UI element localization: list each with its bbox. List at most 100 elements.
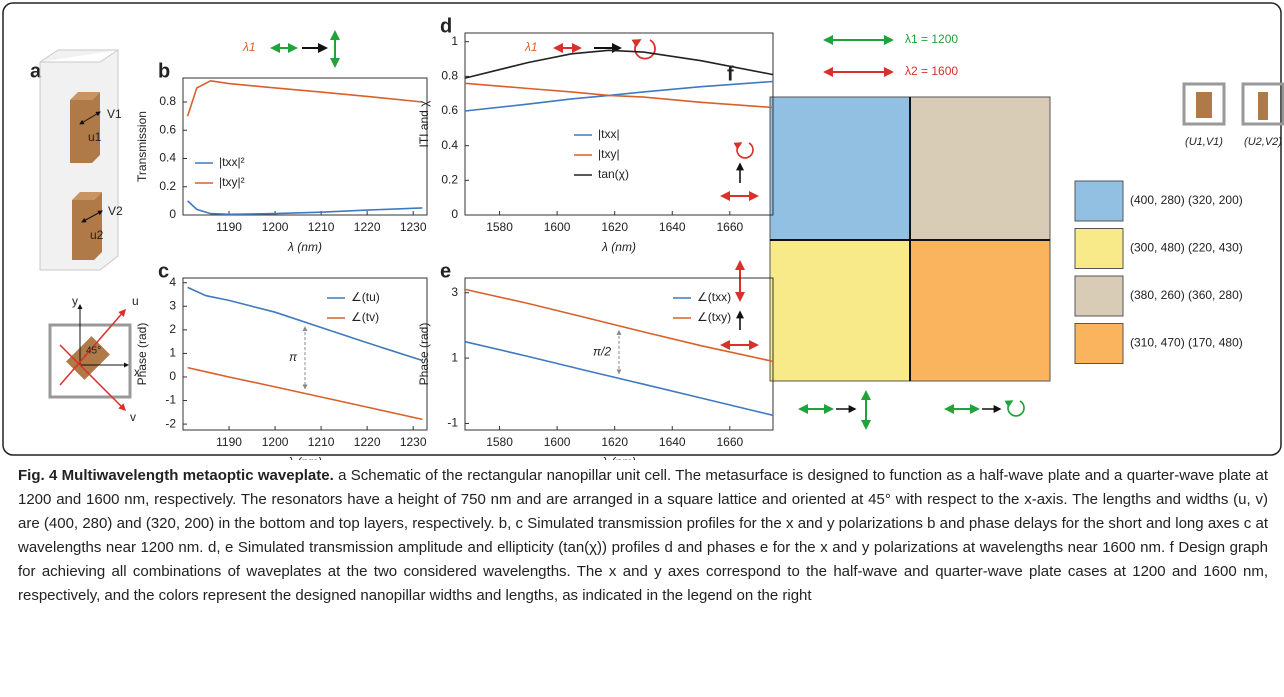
- caption-title: Fig. 4 Multiwavelength metaoptic wavepla…: [18, 467, 334, 484]
- design-cell: [770, 240, 910, 381]
- panel-letter: b: [158, 60, 170, 82]
- legend-label: |txy|²: [219, 175, 245, 189]
- x-tick-label: 1660: [716, 220, 743, 234]
- series-line: [188, 81, 423, 116]
- y-tick-label: 1: [451, 350, 458, 364]
- legend-label: (400, 280) (320, 200): [1130, 193, 1243, 207]
- y-tick-label: 0: [169, 369, 176, 383]
- y-tick-label: 4: [169, 275, 176, 289]
- dimension-label: V1: [107, 107, 122, 121]
- x-axis-label: λ (nm): [287, 455, 322, 460]
- x-axis-label: λ (nm): [601, 240, 636, 254]
- y-axis-label: Phase (rad): [417, 323, 431, 386]
- panel-a: a u1 V1 u2 V2 y u x v 45°: [30, 50, 140, 424]
- pol-circle: [737, 143, 753, 158]
- design-cell: [770, 97, 910, 240]
- x-tick-label: 1220: [354, 220, 381, 234]
- legend-label: (310, 470) (170, 480): [1130, 336, 1243, 350]
- dimension-label: u1: [88, 130, 102, 144]
- pillar: [70, 92, 100, 163]
- figure: a u1 V1 u2 V2 y u x v 45° f λ1 = 120: [0, 0, 1284, 460]
- legend-swatch: [1075, 324, 1123, 364]
- annotation: π: [289, 350, 298, 364]
- pol-circle: [1008, 401, 1024, 416]
- y-tick-label: -1: [447, 416, 458, 430]
- x-tick-label: 1600: [544, 435, 571, 449]
- panel-letter: e: [440, 260, 451, 282]
- y-tick-label: 0: [169, 207, 176, 221]
- x-axis-label: λ (nm): [601, 455, 636, 460]
- annotation: π/2: [593, 344, 611, 358]
- x-tick-label: 1660: [716, 435, 743, 449]
- y-tick-label: 0.2: [441, 173, 458, 187]
- y-axis-label: ITI and χ: [417, 100, 431, 148]
- unit-pillar: [1196, 92, 1212, 118]
- plot-frame: [465, 33, 773, 215]
- y-tick-label: 0.8: [159, 94, 176, 108]
- legend-label: ∠(txx): [697, 290, 731, 304]
- y-tick-label: 1: [169, 346, 176, 360]
- axis-label: v: [130, 410, 136, 424]
- x-tick-label: 1210: [308, 220, 335, 234]
- y-tick-label: 0.2: [159, 179, 176, 193]
- wavelength-label: λ2 = 1600: [905, 64, 958, 78]
- unit-label: (U1,V1): [1185, 136, 1223, 148]
- axis-label: u: [132, 294, 139, 308]
- y-axis-label: Phase (rad): [135, 323, 149, 386]
- pol-circle: [635, 40, 655, 59]
- legend-swatch: [1075, 181, 1123, 221]
- y-tick-label: -2: [165, 416, 176, 430]
- dimension-label: V2: [108, 204, 123, 218]
- legend-label: (300, 480) (220, 430): [1130, 241, 1243, 255]
- x-tick-label: 1580: [486, 435, 513, 449]
- design-cell: [910, 240, 1050, 381]
- y-axis-label: Transmission: [135, 111, 149, 182]
- series-line: [188, 368, 423, 420]
- dimension-label: u2: [90, 228, 104, 242]
- y-tick-label: 3: [451, 285, 458, 299]
- panel-letter: c: [158, 260, 169, 282]
- x-tick-label: 1640: [659, 435, 686, 449]
- page: {"chart_data": [ {"type": "line", "panel…: [0, 0, 1284, 697]
- y-tick-label: 0.4: [441, 138, 458, 152]
- legend-swatch: [1075, 276, 1123, 316]
- legend-label: |txx|²: [219, 155, 245, 169]
- x-axis-label: λ (nm): [287, 240, 322, 254]
- caption-body: a Schematic of the rectangular nanopilla…: [18, 467, 1268, 604]
- x-tick-label: 1200: [262, 220, 289, 234]
- legend-label: |txy|: [598, 147, 620, 161]
- axis-label: y: [72, 294, 78, 308]
- x-tick-label: 1640: [659, 220, 686, 234]
- x-tick-label: 1230: [400, 220, 427, 234]
- x-tick-label: 1190: [216, 220, 242, 234]
- x-tick-label: 1210: [308, 435, 335, 449]
- design-cell: [910, 97, 1050, 240]
- x-tick-label: 1200: [262, 435, 289, 449]
- y-tick-label: 0: [451, 207, 458, 221]
- caption: Fig. 4 Multiwavelength metaoptic wavepla…: [18, 464, 1268, 608]
- x-tick-label: 1190: [216, 435, 242, 449]
- y-tick-label: 3: [169, 298, 176, 312]
- x-tick-label: 1230: [400, 435, 427, 449]
- pillar: [72, 192, 102, 260]
- legend-label: ∠(txy): [697, 310, 731, 324]
- y-tick-label: 1: [451, 34, 458, 48]
- y-tick-label: 0.6: [159, 122, 176, 136]
- unit-label: (U2,V2): [1244, 136, 1282, 148]
- unit-pillar: [1258, 92, 1268, 120]
- y-tick-label: 0.4: [159, 151, 176, 165]
- legend-label: |txx|: [598, 127, 620, 141]
- y-tick-label: -1: [165, 393, 176, 407]
- legend-swatch: [1075, 229, 1123, 269]
- legend-label: tan(χ): [598, 167, 629, 181]
- x-tick-label: 1600: [544, 220, 571, 234]
- y-tick-label: 0.6: [441, 103, 458, 117]
- x-tick-label: 1620: [601, 220, 628, 234]
- y-tick-label: 0.8: [441, 69, 458, 83]
- x-tick-label: 1580: [486, 220, 513, 234]
- wavelength-label: λ1 = 1200: [905, 32, 958, 46]
- series-line: [188, 201, 423, 214]
- header-label: λ1: [524, 40, 538, 54]
- legend-label: ∠(tu): [351, 290, 380, 304]
- polarization-icons: [272, 32, 655, 66]
